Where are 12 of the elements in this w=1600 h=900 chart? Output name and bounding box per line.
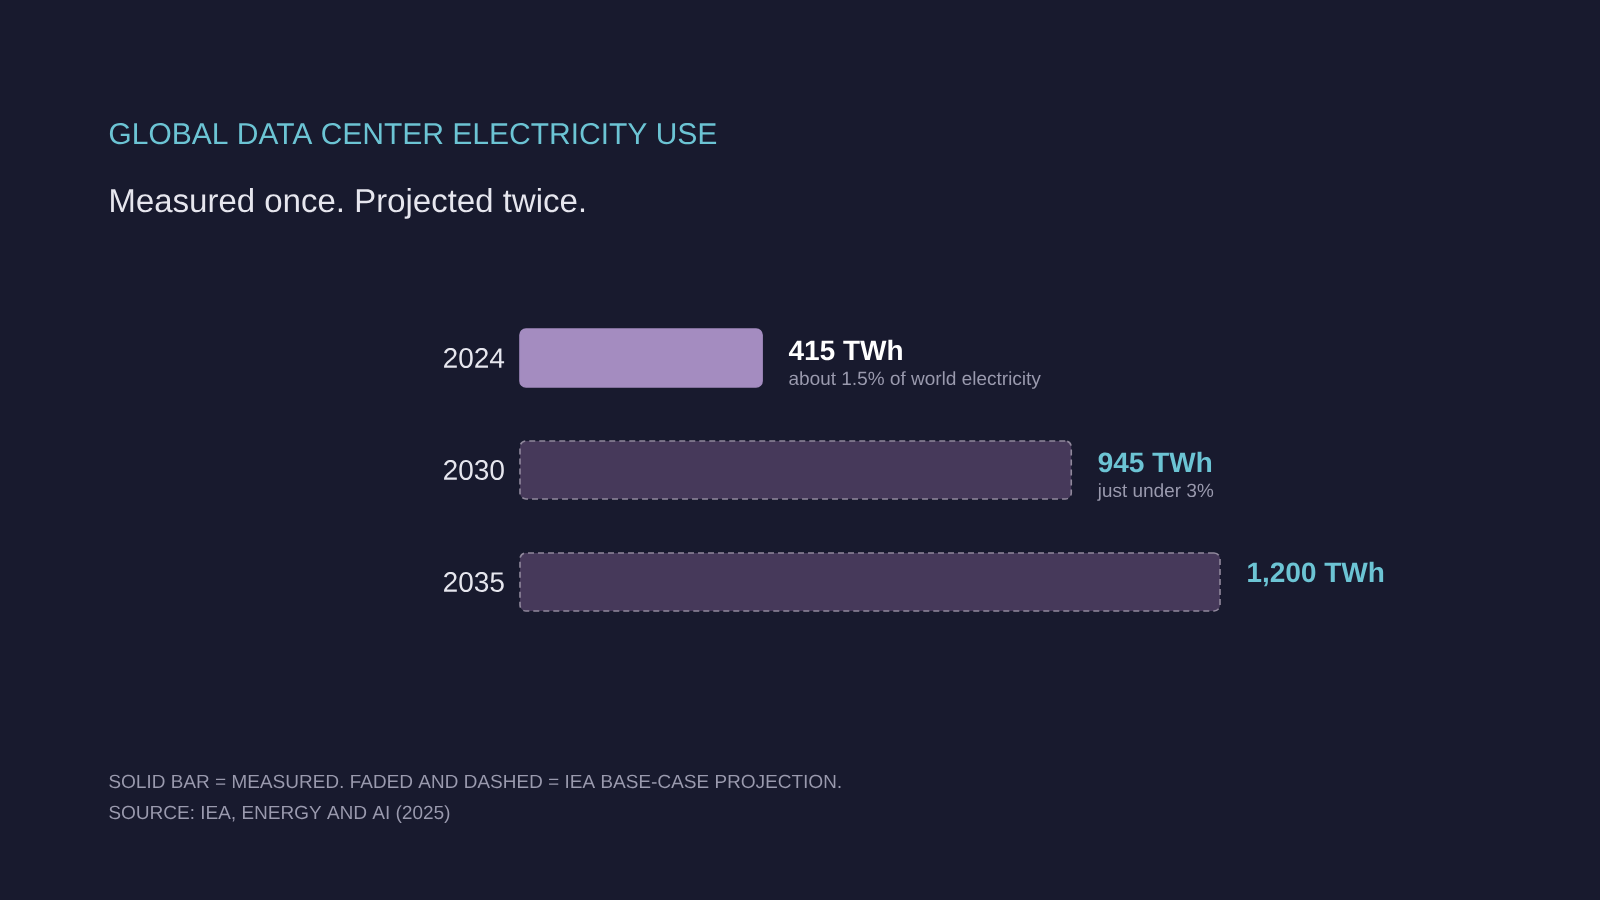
annotation: about 1.5% of world electricity (789, 371, 1041, 389)
source-note: SOURCE: IEA, ENERGY AND AI (2025) (109, 805, 450, 823)
data-label: 415 TWh (788, 339, 902, 361)
chart-subtitle: Measured once. Projected twice. (111, 188, 585, 219)
data-label: 1,200 TWh (1248, 561, 1384, 587)
text: SOLID BAR = MEASURED. FADED AND DASHED = IEA BASE-CASE PROJECTION. (109, 774, 841, 789)
annotation: just under 3% (1097, 483, 1214, 501)
y-tick-label: 2024 (444, 348, 505, 368)
data-label: 945 TWh (1098, 451, 1212, 473)
y-tick-label: 2035 (444, 572, 504, 592)
chart-title: GLOBAL DATA CENTER ELECTRICITY USE (109, 123, 717, 145)
y-tick-label: 2030 (444, 460, 504, 480)
